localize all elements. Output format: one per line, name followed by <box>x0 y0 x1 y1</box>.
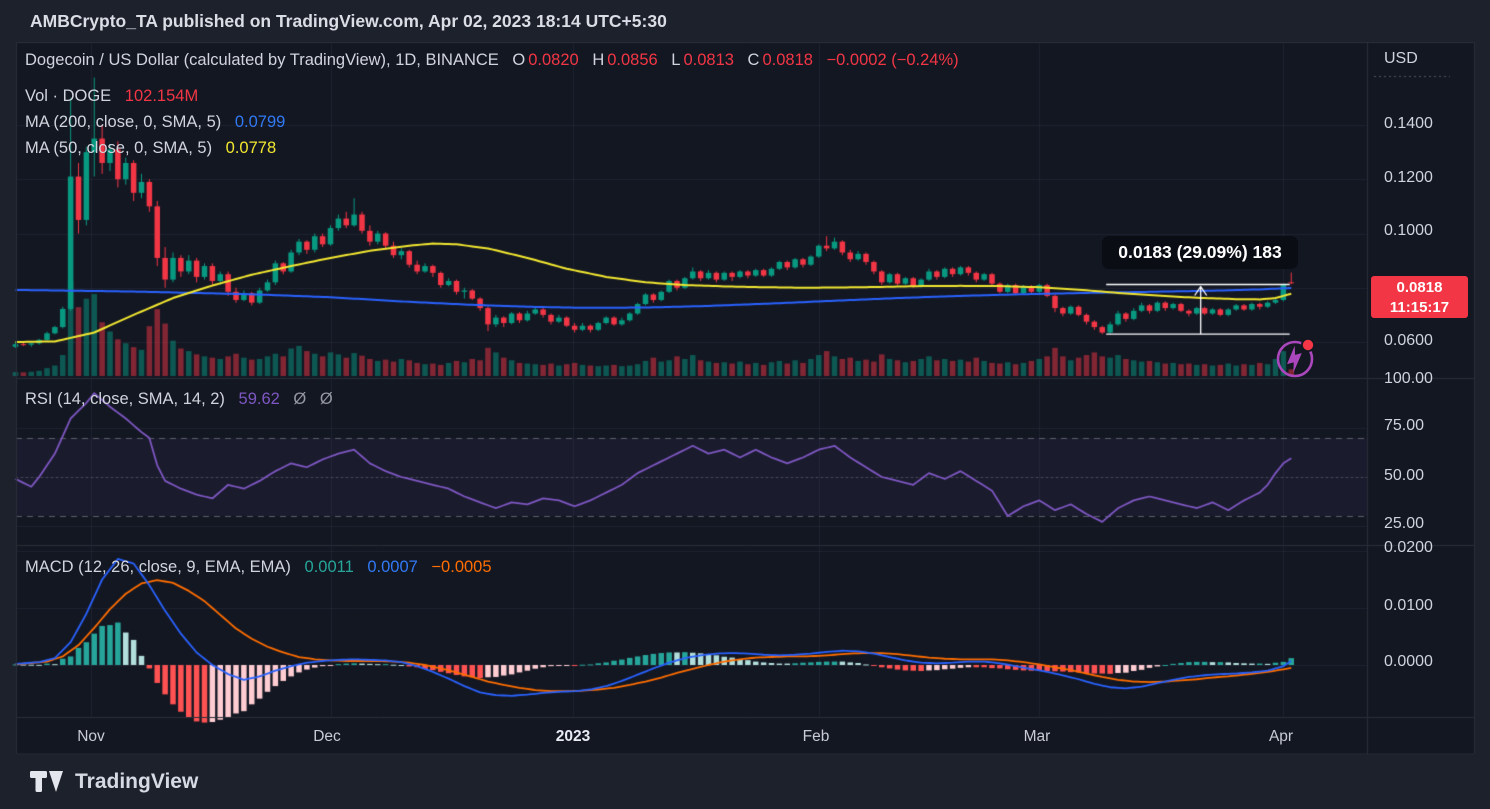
time-tick-feb[interactable]: Feb <box>802 728 830 745</box>
ma200-value: 0.0799 <box>234 113 286 131</box>
time-tick-mar[interactable]: Mar <box>1023 728 1051 745</box>
chart-area: Dogecoin / US Dollar (calculated by Trad… <box>0 42 1490 755</box>
macd-signal-value: −0.0005 <box>431 558 492 576</box>
measure-tooltip: 0.0183 (29.09%) 183 <box>1102 236 1298 269</box>
macd-line-value: 0.0007 <box>367 558 418 576</box>
price-chart-canvas[interactable] <box>0 42 1490 755</box>
last-price-value: 0.0818 <box>1396 279 1443 296</box>
volume-label[interactable]: Vol · DOGE <box>25 87 112 105</box>
ma200-label[interactable]: MA (200, close, 0, SMA, 5) <box>25 113 222 131</box>
rsi-tick-25: 25.00 <box>1384 515 1425 532</box>
ma200-legend[interactable]: MA (200, close, 0, SMA, 5) 0.0799 <box>25 113 285 132</box>
lightning-bolt-icon <box>1286 345 1302 373</box>
notification-dot <box>1302 339 1314 351</box>
tradingview-logo-icon[interactable] <box>30 770 64 794</box>
symbol-title[interactable]: Dogecoin / US Dollar (calculated by Trad… <box>25 51 499 69</box>
rsi-tick-50: 50.00 <box>1384 467 1425 484</box>
high-value: 0.0856 <box>607 51 658 69</box>
price-tick-0-1200: 0.1200 <box>1384 169 1433 186</box>
open-label: O <box>512 51 526 69</box>
rsi-value: 59.62 <box>238 390 280 408</box>
ma50-label[interactable]: MA (50, close, 0, SMA, 5) <box>25 139 213 157</box>
low-value: 0.0813 <box>683 51 734 69</box>
open-value: 0.0820 <box>528 51 579 69</box>
time-tick-dec[interactable]: Dec <box>313 728 341 745</box>
low-label: L <box>671 51 681 69</box>
rsi-tick-75: 75.00 <box>1384 417 1425 434</box>
rsi-label[interactable]: RSI (14, close, SMA, 14, 2) <box>25 390 225 408</box>
price-tick-0-0600: 0.0600 <box>1384 332 1433 349</box>
rsi-empty-1: Ø <box>293 390 307 408</box>
flash-icon[interactable] <box>1271 335 1319 383</box>
price-tick-0-1400: 0.1400 <box>1384 115 1433 132</box>
publish-text: AMBCrypto_TA published on TradingView.co… <box>30 11 667 31</box>
close-value: 0.0818 <box>762 51 813 69</box>
macd-label[interactable]: MACD (12, 26, close, 9, EMA, EMA) <box>25 558 291 576</box>
rsi-legend[interactable]: RSI (14, close, SMA, 14, 2) 59.62 Ø Ø <box>25 390 333 409</box>
high-label: H <box>592 51 605 69</box>
currency-label: USD <box>1384 50 1418 67</box>
symbol-legend[interactable]: Dogecoin / US Dollar (calculated by Trad… <box>25 51 959 70</box>
macd-hist-value: 0.0011 <box>304 558 354 576</box>
ma50-value: 0.0778 <box>225 139 277 157</box>
volume-legend[interactable]: Vol · DOGE 102.154M <box>25 87 198 106</box>
macd-tick-0-0100: 0.0100 <box>1384 597 1433 614</box>
bar-countdown: 11:15:17 <box>1389 299 1450 316</box>
tradingview-wordmark[interactable]: TradingView <box>75 770 199 793</box>
volume-value: 102.154M <box>124 87 199 105</box>
publish-bar: AMBCrypto_TA published on TradingView.co… <box>0 0 1490 42</box>
price-tick-0-1000: 0.1000 <box>1384 222 1433 239</box>
macd-legend[interactable]: MACD (12, 26, close, 9, EMA, EMA) 0.0011… <box>25 558 492 577</box>
macd-tick-0-0000: 0.0000 <box>1384 653 1433 670</box>
ma50-legend[interactable]: MA (50, close, 0, SMA, 5) 0.0778 <box>25 139 276 158</box>
time-tick-nov[interactable]: Nov <box>77 728 105 745</box>
time-tick-2023[interactable]: 2023 <box>555 728 591 745</box>
close-label: C <box>747 51 760 69</box>
time-tick-apr[interactable]: Apr <box>1268 728 1294 745</box>
rsi-tick-100: 100.00 <box>1384 370 1433 387</box>
footer-bar: TradingView <box>0 755 1490 809</box>
change-value: −0.0002 (−0.24%) <box>826 51 959 69</box>
macd-tick-0-0200: 0.0200 <box>1384 539 1433 556</box>
rsi-empty-2: Ø <box>319 390 333 408</box>
last-price-label: 0.0818 11:15:17 <box>1371 276 1468 318</box>
